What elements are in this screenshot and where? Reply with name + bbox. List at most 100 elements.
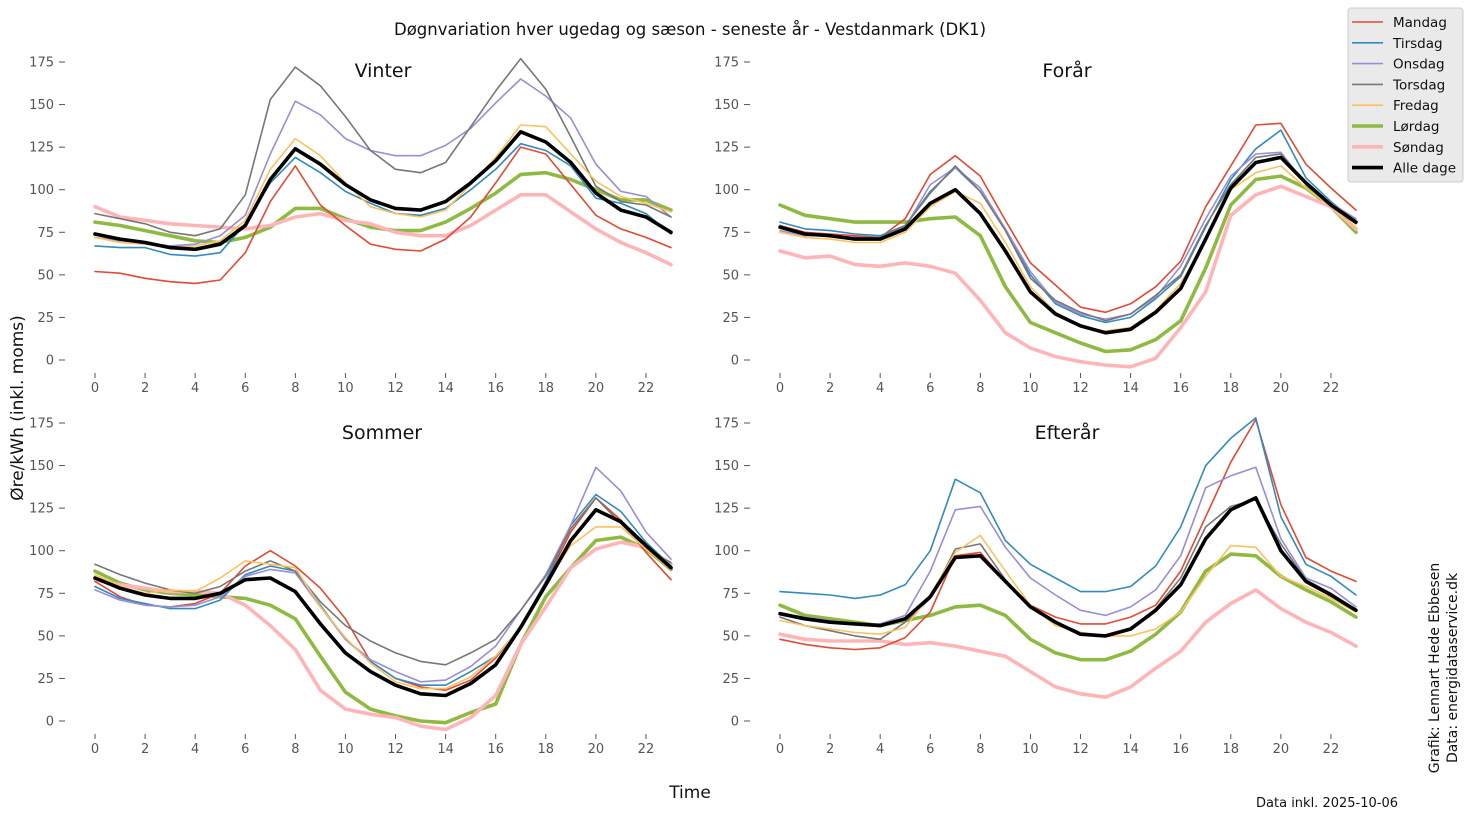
x-tick-label: 6 [926,381,934,396]
x-tick-label: 12 [1072,381,1089,396]
legend-entry: Onsdag [1393,57,1445,73]
x-tick-label: 16 [487,742,504,757]
x-tick-label: 10 [337,381,354,396]
panel-title: Sommer [342,422,422,444]
x-tick-label: 14 [1122,742,1139,757]
y-tick-label: 25 [722,311,739,326]
x-tick-label: 14 [437,381,454,396]
credit-author: Grafik: Lennart Hede Ebbesen [1427,563,1443,774]
series-line-lørdag [778,174,1358,354]
x-tick-label: 18 [538,381,555,396]
x-tick-label: 2 [826,381,834,396]
legend: Mandag Tirsdag Onsdag Torsdag Fredag Lørdag Sø… [1347,7,1464,183]
x-tick-label: 16 [1172,381,1189,396]
x-tick-label: 0 [91,742,99,757]
data-date-note: Data inkl. 2025-10-06 [1256,796,1398,811]
y-tick-label: 0 [731,354,739,369]
series-line-torsdag [94,57,672,237]
x-tick-label: 20 [1273,381,1290,396]
y-tick-label: 50 [722,268,739,283]
y-tick-label: 125 [29,141,54,156]
credit-source: Data: energidataservice.dk [1445,572,1461,763]
y-tick-label: 150 [714,98,739,113]
x-tick-label: 0 [776,381,784,396]
x-tick-label: 12 [387,381,404,396]
series-line-torsdag [94,497,672,666]
x-tick-label: 0 [776,742,784,757]
series-line-mandag [94,146,672,285]
x-tick-label: 22 [638,742,655,757]
x-tick-label: 14 [437,742,454,757]
x-tick-label: 14 [1122,381,1139,396]
x-tick-label: 8 [976,381,984,396]
y-tick-label: 175 [29,56,54,71]
series-line-lørdag [93,535,673,725]
y-tick-label: 125 [714,502,739,517]
x-tick-label: 6 [241,742,249,757]
x-tick-label: 10 [1022,742,1039,757]
series-line-mandag [779,418,1357,651]
x-tick-label: 6 [241,381,249,396]
series-line-tirsdag [94,493,672,687]
series-line-søndag [93,540,673,732]
y-tick-label: 125 [29,502,54,517]
series-line-onsdag [94,466,672,683]
legend-entry: Søndag [1393,140,1444,156]
x-tick-label: 20 [1273,742,1290,757]
x-tick-label: 8 [291,381,299,396]
panel-1: 0 25 50 75 100 125 150 175 0 2 4 6 8 10 12 14 16 18 20 22 Fo… [714,56,1358,396]
x-tick-label: 8 [976,742,984,757]
y-tick-label: 75 [722,587,739,602]
y-tick-label: 175 [29,417,54,432]
x-tick-label: 8 [291,742,299,757]
y-tick-label: 150 [714,459,739,474]
x-tick-label: 2 [826,742,834,757]
y-tick-label: 50 [722,629,739,644]
x-tick-label: 4 [876,381,884,396]
series-line-søndag [778,184,1358,369]
y-tick-label: 50 [37,629,54,644]
x-tick-label: 4 [191,381,199,396]
panel-title: Forår [1042,59,1091,82]
series-line-tirsdag [779,417,1357,600]
y-tick-label: 25 [37,672,54,687]
y-tick-label: 75 [722,226,739,241]
x-tick-label: 4 [876,742,884,757]
series-line-søndag [778,588,1358,700]
y-tick-label: 25 [37,311,54,326]
x-tick-label: 6 [926,742,934,757]
y-tick-label: 25 [722,672,739,687]
x-tick-label: 22 [638,381,655,396]
y-tick-label: 100 [714,183,739,198]
x-tick-label: 18 [1223,742,1240,757]
y-tick-label: 75 [37,587,54,602]
panel-3: 0 25 50 75 100 125 150 175 0 2 4 6 8 10 12 14 16 18 20 22 Ef… [714,417,1358,757]
series-line-tirsdag [779,129,1357,324]
x-tick-label: 4 [191,742,199,757]
series-line-lørdag [778,552,1358,662]
series-line-onsdag [94,78,672,247]
series-line-alle-dage [778,155,1358,335]
x-tick-label: 22 [1323,381,1340,396]
x-tick-label: 2 [141,742,149,757]
x-tick-label: 10 [1022,381,1039,396]
x-tick-label: 16 [1172,742,1189,757]
figure-title: Døgnvariation hver ugedag og sæson - sen… [394,20,986,39]
x-tick-label: 20 [588,742,605,757]
x-tick-label: 18 [538,742,555,757]
series-line-tirsdag [94,142,672,257]
panel-0: 0 25 50 75 100 125 150 175 0 2 4 6 8 10 12 14 16 18 20 22 Vi… [29,56,673,396]
y-tick-label: 75 [37,226,54,241]
y-tick-label: 175 [714,56,739,71]
y-tick-label: 150 [29,98,54,113]
y-tick-label: 0 [46,354,54,369]
x-tick-label: 16 [487,381,504,396]
x-tick-label: 22 [1323,742,1340,757]
series-line-alle-dage [778,496,1358,638]
series-line-søndag [93,193,673,267]
x-tick-label: 20 [588,381,605,396]
legend-entry: Alle dage [1393,161,1456,177]
legend-entry: Torsdag [1392,77,1445,93]
y-tick-label: 100 [29,544,54,559]
